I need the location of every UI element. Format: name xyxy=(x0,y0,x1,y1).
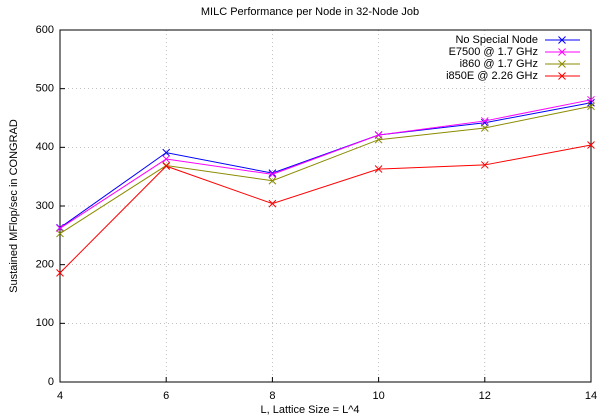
series-line xyxy=(59,102,592,229)
legend-label: E7500 @ 1.7 GHz xyxy=(449,46,538,58)
point-marker xyxy=(268,176,277,185)
y-tick-label: 600 xyxy=(36,24,54,36)
x-tick-label: 6 xyxy=(163,390,169,402)
x-tick-label: 12 xyxy=(479,390,491,402)
point-marker xyxy=(480,161,489,169)
chart-title: MILC Performance per Node in 32-Node Job xyxy=(201,6,419,18)
point-marker xyxy=(56,229,64,238)
point-marker xyxy=(587,141,595,149)
point-marker xyxy=(268,170,277,179)
x-tick-label: 8 xyxy=(269,390,275,402)
point-marker xyxy=(162,162,171,170)
point-marker xyxy=(480,117,489,125)
legend-label: i860 @ 1.7 GHz xyxy=(460,58,538,70)
y-tick-label: 400 xyxy=(36,141,54,153)
x-tick-label: 14 xyxy=(585,390,597,402)
point-marker xyxy=(162,148,171,157)
point-marker xyxy=(480,124,489,132)
point-marker xyxy=(587,95,595,104)
point-marker xyxy=(587,102,595,111)
point-marker xyxy=(374,135,383,144)
y-tick-label: 500 xyxy=(36,83,54,95)
legend-marker xyxy=(558,36,566,44)
legend-marker xyxy=(558,72,566,80)
legend-label: No Special Node xyxy=(455,34,538,46)
series-line xyxy=(59,105,592,234)
x-axis-label: L, Lattice Size = L^4 xyxy=(260,404,359,416)
point-marker xyxy=(374,165,383,173)
y-tick-label: 0 xyxy=(48,376,54,388)
point-marker xyxy=(56,269,64,277)
y-tick-label: 200 xyxy=(36,259,54,271)
x-tick-label: 4 xyxy=(57,390,63,402)
series-line xyxy=(59,144,592,274)
plot-frame xyxy=(59,29,592,383)
legend-marker xyxy=(558,60,566,68)
y-axis-label: Sustained MFlop/sec in CONGRAD xyxy=(8,119,20,293)
point-marker xyxy=(162,155,171,163)
y-tick-label: 100 xyxy=(36,317,54,329)
legend-marker xyxy=(558,48,566,56)
series-line xyxy=(59,99,592,229)
y-tick-label: 300 xyxy=(36,200,54,212)
x-tick-label: 10 xyxy=(372,390,384,402)
legend-label: i850E @ 2.26 GHz xyxy=(446,70,538,82)
point-marker xyxy=(268,199,277,208)
point-marker xyxy=(268,169,277,178)
